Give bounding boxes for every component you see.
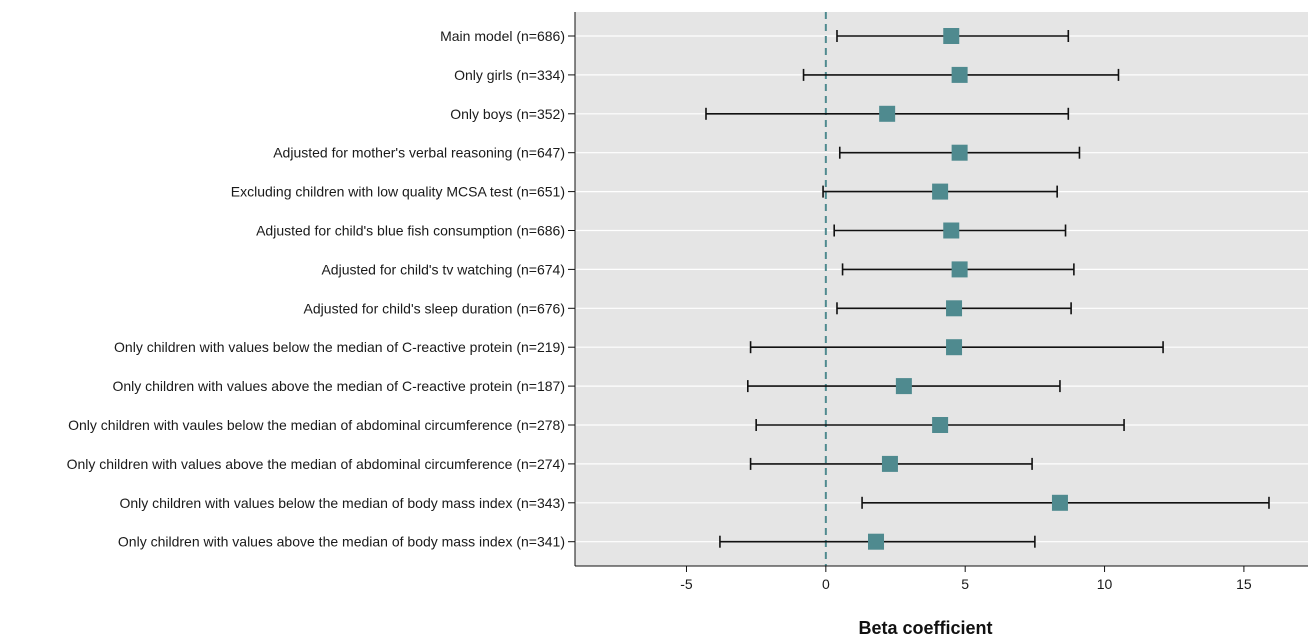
point-estimate-marker — [932, 417, 949, 433]
row-label: Only children with values above the medi… — [118, 534, 565, 550]
row-label: Only children with values below the medi… — [114, 339, 565, 355]
point-estimate-marker — [951, 261, 968, 278]
x-axis: -5 0 5 10 15 — [574, 12, 1308, 592]
point-estimate-marker — [946, 300, 963, 317]
point-estimate-marker — [943, 28, 960, 44]
point-estimate-marker — [868, 533, 885, 550]
row-label: Only children with values above the medi… — [67, 456, 565, 472]
x-tick-label: 0 — [822, 576, 830, 592]
row-label: Only girls (n=334) — [454, 67, 565, 83]
point-estimate-marker — [951, 144, 968, 161]
point-estimate-marker — [881, 455, 898, 472]
x-tick-label: 10 — [1097, 576, 1113, 592]
row-label: Only children with values below the medi… — [119, 495, 565, 511]
x-tick-label: 5 — [961, 576, 969, 592]
row-label: Excluding children with low quality MCSA… — [231, 184, 565, 200]
row-label: Adjusted for child's blue fish consumpti… — [256, 223, 565, 239]
x-tick-label: 15 — [1236, 576, 1252, 592]
row-label: Only children with vaules below the medi… — [68, 417, 565, 433]
point-estimate-marker — [932, 183, 949, 200]
row-label: Only children with values above the medi… — [112, 378, 565, 394]
row-label: Adjusted for child's tv watching (n=674) — [321, 261, 565, 277]
point-estimate-marker — [946, 339, 963, 356]
point-estimate-marker — [943, 222, 960, 239]
plot-panel — [575, 12, 1308, 566]
row-labels: Main model (n=686) Only girls (n=334) Only… — [67, 28, 575, 550]
row-label: Main model (n=686) — [440, 28, 565, 44]
point-estimate-marker — [879, 105, 896, 122]
x-axis-title: Beta coefficient — [858, 618, 992, 638]
point-estimates — [868, 28, 1068, 550]
point-estimate-marker — [951, 66, 968, 83]
row-label: Adjusted for mother's verbal reasoning (… — [273, 145, 565, 161]
point-estimate-marker — [1051, 494, 1068, 511]
row-label: Adjusted for child's sleep duration (n=6… — [304, 300, 565, 316]
x-tick-label: -5 — [680, 576, 693, 592]
point-estimate-marker — [895, 378, 912, 395]
row-label: Only boys (n=352) — [450, 106, 565, 122]
